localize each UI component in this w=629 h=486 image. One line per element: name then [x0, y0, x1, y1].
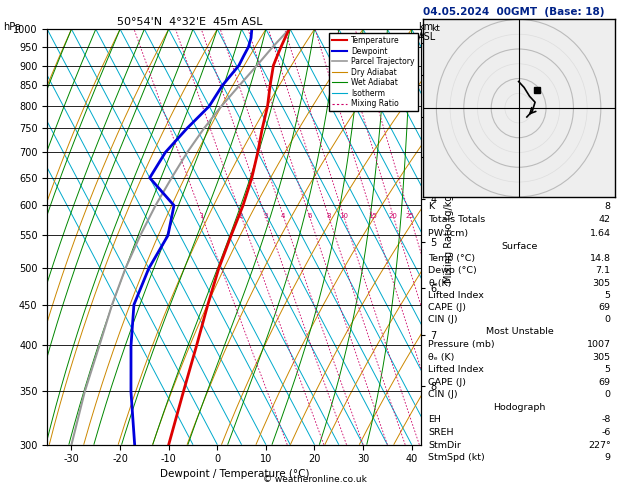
Text: 69: 69: [599, 303, 611, 312]
Text: 1: 1: [199, 213, 204, 219]
Text: CIN (J): CIN (J): [428, 315, 458, 324]
Text: 227°: 227°: [588, 441, 611, 450]
Text: θₑ(K): θₑ(K): [428, 278, 452, 288]
Text: © weatheronline.co.uk: © weatheronline.co.uk: [262, 474, 367, 484]
Text: PW (cm): PW (cm): [428, 229, 469, 238]
Text: km: km: [418, 22, 433, 32]
Text: EH: EH: [428, 416, 442, 424]
Text: 20: 20: [389, 213, 398, 219]
Text: Totals Totals: Totals Totals: [428, 215, 486, 225]
Text: 69: 69: [599, 378, 611, 387]
Text: kt: kt: [431, 24, 440, 33]
Text: 3: 3: [263, 213, 268, 219]
Y-axis label: Mixing Ratio (g/kg): Mixing Ratio (g/kg): [443, 191, 454, 283]
Text: 6: 6: [307, 213, 311, 219]
Text: 2: 2: [239, 213, 243, 219]
Text: 15: 15: [368, 213, 377, 219]
Text: Pressure (mb): Pressure (mb): [428, 340, 495, 349]
Text: 7.1: 7.1: [596, 266, 611, 276]
Text: CAPE (J): CAPE (J): [428, 378, 467, 387]
Text: 04.05.2024  00GMT  (Base: 18): 04.05.2024 00GMT (Base: 18): [423, 7, 604, 17]
Text: CAPE (J): CAPE (J): [428, 303, 467, 312]
Text: Hodograph: Hodograph: [493, 403, 546, 412]
Legend: Temperature, Dewpoint, Parcel Trajectory, Dry Adiabat, Wet Adiabat, Isotherm, Mi: Temperature, Dewpoint, Parcel Trajectory…: [329, 33, 418, 111]
Text: StmDir: StmDir: [428, 441, 462, 450]
Text: 42: 42: [599, 215, 611, 225]
Text: K: K: [428, 202, 435, 210]
Text: 5: 5: [604, 365, 611, 374]
Text: 0: 0: [604, 390, 611, 399]
Text: 1LCL: 1LCL: [422, 63, 443, 72]
Text: Lifted Index: Lifted Index: [428, 365, 484, 374]
Text: 14.8: 14.8: [589, 254, 611, 263]
Text: 8: 8: [326, 213, 331, 219]
Text: 9: 9: [604, 453, 611, 462]
Text: -6: -6: [601, 428, 611, 437]
Text: -8: -8: [601, 416, 611, 424]
Text: ASL: ASL: [418, 32, 437, 42]
Text: Surface: Surface: [501, 242, 538, 251]
Text: Temp (°C): Temp (°C): [428, 254, 476, 263]
Text: θₑ (K): θₑ (K): [428, 352, 455, 362]
Text: 5: 5: [604, 291, 611, 300]
Text: 4: 4: [281, 213, 286, 219]
X-axis label: Dewpoint / Temperature (°C): Dewpoint / Temperature (°C): [160, 469, 309, 479]
Text: 10: 10: [339, 213, 348, 219]
Text: Most Unstable: Most Unstable: [486, 328, 554, 336]
Text: StmSpd (kt): StmSpd (kt): [428, 453, 485, 462]
Text: 305: 305: [593, 278, 611, 288]
Text: 0: 0: [604, 315, 611, 324]
Title: 50°54'N  4°32'E  45m ASL: 50°54'N 4°32'E 45m ASL: [116, 17, 262, 27]
Text: 305: 305: [593, 352, 611, 362]
Text: 1.64: 1.64: [589, 229, 611, 238]
Text: SREH: SREH: [428, 428, 454, 437]
Text: 1007: 1007: [587, 340, 611, 349]
Text: hPa: hPa: [3, 22, 21, 32]
Text: Lifted Index: Lifted Index: [428, 291, 484, 300]
Text: Dewp (°C): Dewp (°C): [428, 266, 477, 276]
Text: CIN (J): CIN (J): [428, 390, 458, 399]
Text: 25: 25: [406, 213, 415, 219]
Text: 8: 8: [604, 202, 611, 210]
